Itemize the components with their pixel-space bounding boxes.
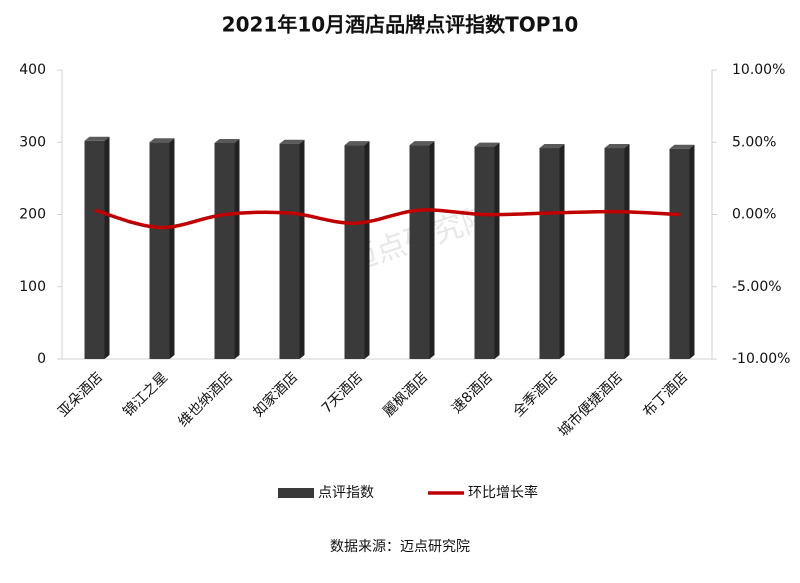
- bar-side: [299, 139, 305, 359]
- x-tick-label: 布丁酒店: [640, 369, 691, 420]
- bar-top: [84, 136, 110, 141]
- y-tick-label: 0: [37, 351, 46, 367]
- bar-side: [104, 136, 110, 359]
- bar-side: [559, 144, 565, 359]
- bar-top: [604, 144, 630, 149]
- x-tick-label: 速8酒店: [449, 369, 496, 416]
- y2-tick-label: 10.00%: [732, 62, 785, 78]
- legend-swatch: [278, 488, 314, 498]
- y-tick-label: 100: [19, 279, 46, 295]
- y2-tick-label: -10.00%: [732, 351, 790, 367]
- bar: [409, 145, 430, 359]
- bar-side: [494, 142, 500, 359]
- x-tick-label: 亚朵酒店: [55, 369, 106, 420]
- bar-side: [234, 138, 240, 359]
- bar-side: [364, 141, 370, 359]
- x-tick-label: 城市便捷酒店: [555, 369, 626, 440]
- x-tick-label: 如家酒店: [250, 369, 302, 421]
- y2-tick-label: -5.00%: [732, 279, 782, 295]
- bar-top: [669, 144, 695, 149]
- bar: [474, 146, 495, 359]
- y-tick-label: 200: [19, 207, 46, 223]
- bar: [279, 143, 300, 359]
- bar-top: [279, 139, 305, 144]
- bar-side: [429, 141, 435, 359]
- line: [94, 208, 680, 230]
- chart-title: 2021年10月酒店品牌点评指数TOP10: [222, 13, 579, 37]
- bar: [604, 148, 625, 359]
- bar-top: [149, 138, 175, 143]
- bar-top: [409, 141, 435, 146]
- legend-label: 点评指数: [318, 485, 374, 501]
- bar-side: [169, 138, 175, 359]
- bar: [539, 148, 560, 359]
- bar: [84, 140, 105, 359]
- source: 数据来源：迈点研究院: [330, 539, 470, 555]
- x-tick-label: 维也纳酒店: [175, 369, 236, 430]
- bar: [344, 145, 365, 359]
- x-tick-label: 7天酒店: [319, 369, 366, 416]
- bar-side: [624, 144, 630, 359]
- y2-tick-label: 0.00%: [732, 207, 776, 223]
- bar: [669, 148, 690, 359]
- bar-top: [344, 141, 370, 146]
- bar-side: [689, 144, 695, 359]
- bar-top: [474, 142, 500, 147]
- bar: [214, 142, 235, 359]
- x-tick-label: 锦江之星: [120, 369, 172, 421]
- x-tick-label: 全季酒店: [510, 369, 562, 421]
- bar-top: [214, 138, 240, 143]
- y2-tick-label: 5.00%: [732, 134, 776, 150]
- x-tick-label: 麗枫酒店: [380, 369, 431, 420]
- legend-label: 环比增长率: [468, 484, 538, 501]
- bar: [149, 142, 170, 359]
- y-tick-label: 300: [19, 134, 46, 150]
- y-tick-label: 400: [19, 62, 46, 78]
- bar-top: [539, 144, 565, 149]
